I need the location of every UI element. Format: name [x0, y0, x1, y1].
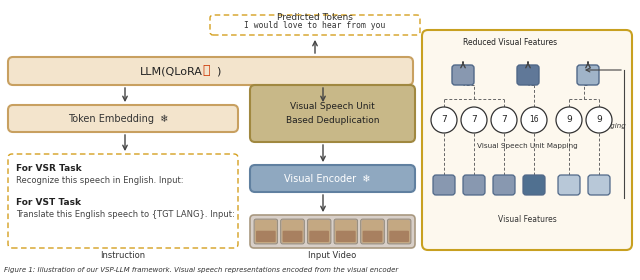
- FancyBboxPatch shape: [363, 231, 382, 242]
- Text: Instruction: Instruction: [100, 251, 145, 260]
- FancyBboxPatch shape: [558, 175, 580, 195]
- Circle shape: [461, 107, 487, 133]
- FancyBboxPatch shape: [309, 231, 329, 242]
- Circle shape: [586, 107, 612, 133]
- FancyBboxPatch shape: [8, 57, 413, 85]
- Text: 7: 7: [441, 115, 447, 125]
- Circle shape: [491, 107, 517, 133]
- FancyBboxPatch shape: [463, 175, 485, 195]
- FancyBboxPatch shape: [308, 220, 330, 243]
- Text: For VSR Task: For VSR Task: [16, 164, 82, 173]
- Text: Recognize this speech in English. Input:: Recognize this speech in English. Input:: [16, 176, 184, 185]
- FancyBboxPatch shape: [361, 219, 385, 244]
- Text: Visual Features: Visual Features: [498, 216, 556, 225]
- Circle shape: [431, 107, 457, 133]
- Text: For VST Task: For VST Task: [16, 198, 81, 207]
- FancyBboxPatch shape: [577, 65, 599, 85]
- Text: 9: 9: [566, 115, 572, 125]
- Circle shape: [556, 107, 582, 133]
- Text: I would love to hear from you: I would love to hear from you: [244, 20, 386, 29]
- Text: Translate this English speech to {TGT LANG}. Input:: Translate this English speech to {TGT LA…: [16, 210, 235, 219]
- FancyBboxPatch shape: [256, 231, 276, 242]
- FancyBboxPatch shape: [336, 231, 356, 242]
- Text: Reduced Visual Features: Reduced Visual Features: [463, 38, 557, 47]
- FancyBboxPatch shape: [387, 219, 411, 244]
- FancyBboxPatch shape: [452, 65, 474, 85]
- Text: Visual Speech Unit Mapping: Visual Speech Unit Mapping: [477, 143, 577, 149]
- FancyBboxPatch shape: [250, 85, 415, 142]
- Text: Visual Speech Unit
Based Deduplication: Visual Speech Unit Based Deduplication: [285, 102, 380, 125]
- Text: Predicted Tokens: Predicted Tokens: [277, 13, 353, 22]
- FancyBboxPatch shape: [523, 175, 545, 195]
- FancyBboxPatch shape: [493, 175, 515, 195]
- Text: 16: 16: [529, 115, 539, 125]
- FancyBboxPatch shape: [517, 65, 539, 85]
- Text: Input Video: Input Video: [308, 251, 356, 260]
- FancyBboxPatch shape: [250, 165, 415, 192]
- FancyBboxPatch shape: [335, 220, 356, 243]
- Text: Averaging: Averaging: [590, 123, 626, 129]
- Circle shape: [521, 107, 547, 133]
- FancyBboxPatch shape: [281, 219, 305, 244]
- FancyBboxPatch shape: [388, 220, 410, 243]
- Text: 9: 9: [596, 115, 602, 125]
- FancyBboxPatch shape: [8, 154, 238, 248]
- FancyBboxPatch shape: [389, 231, 409, 242]
- FancyBboxPatch shape: [250, 215, 415, 248]
- FancyBboxPatch shape: [254, 219, 278, 244]
- FancyBboxPatch shape: [210, 15, 420, 35]
- FancyBboxPatch shape: [8, 105, 238, 132]
- Text: 7: 7: [471, 115, 477, 125]
- FancyBboxPatch shape: [362, 220, 383, 243]
- FancyBboxPatch shape: [422, 30, 632, 250]
- FancyBboxPatch shape: [307, 219, 331, 244]
- FancyBboxPatch shape: [334, 219, 358, 244]
- Text: Token Embedding  ❄: Token Embedding ❄: [68, 113, 168, 123]
- FancyBboxPatch shape: [255, 220, 276, 243]
- Text: ): ): [216, 66, 221, 76]
- Text: Figure 1: Illustration of our VSP-LLM framework. Visual speech representations e: Figure 1: Illustration of our VSP-LLM fr…: [4, 267, 398, 273]
- FancyBboxPatch shape: [588, 175, 610, 195]
- Text: Visual Encoder  ❄: Visual Encoder ❄: [284, 174, 371, 183]
- FancyBboxPatch shape: [282, 220, 303, 243]
- FancyBboxPatch shape: [283, 231, 302, 242]
- Text: 7: 7: [501, 115, 507, 125]
- Text: 🔥: 🔥: [202, 64, 210, 78]
- Text: LLM(QLoRA: LLM(QLoRA: [140, 66, 202, 76]
- FancyBboxPatch shape: [433, 175, 455, 195]
